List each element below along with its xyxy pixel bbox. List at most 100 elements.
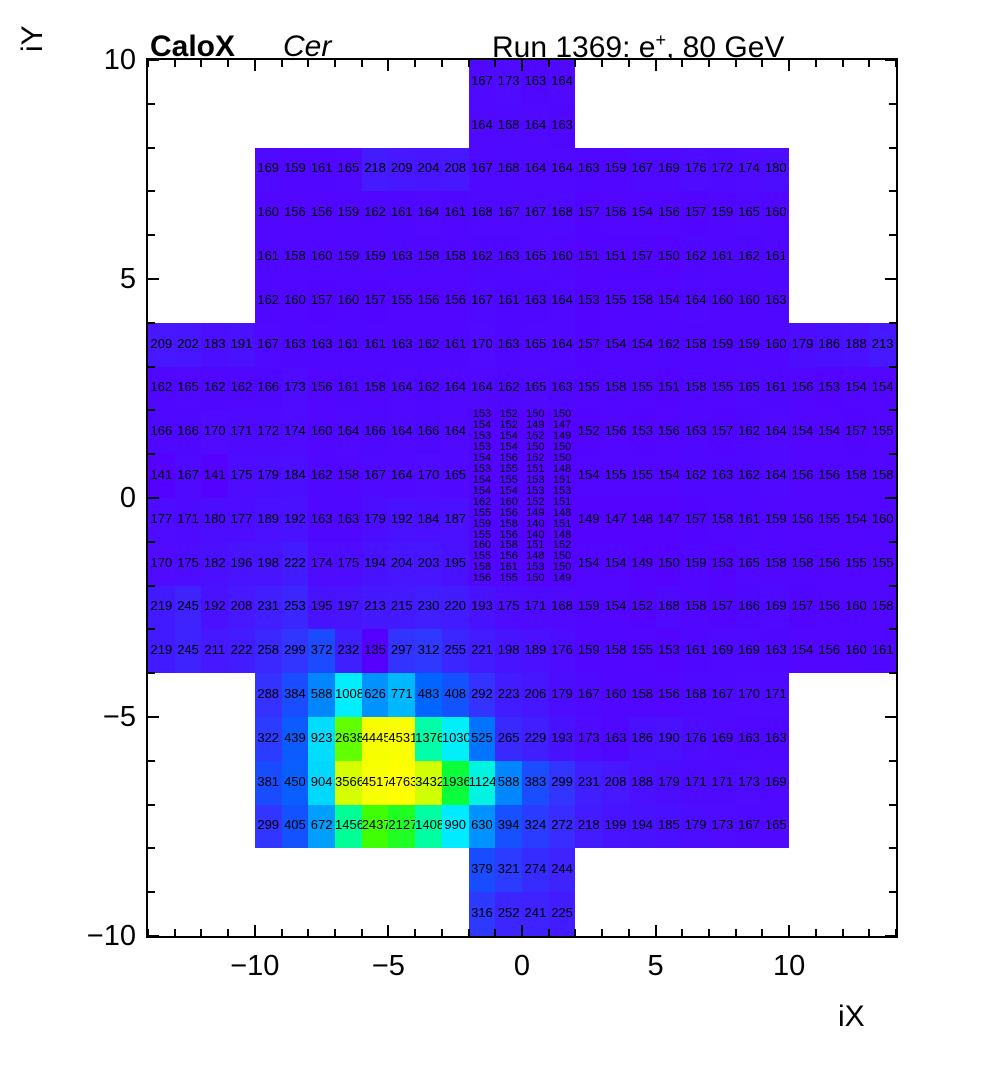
heatmap-cell	[228, 366, 255, 411]
heatmap-cell	[762, 498, 790, 542]
heatmap-cell	[254, 585, 282, 630]
axis-tick	[521, 925, 523, 936]
y-tick-label: 5	[119, 263, 136, 295]
heatmap-cell	[548, 476, 576, 488]
heatmap-cell	[548, 366, 576, 411]
heatmap-cell	[735, 498, 763, 542]
heatmap-cell	[869, 629, 896, 674]
heatmap-cell	[441, 410, 469, 455]
heatmap-cell	[441, 147, 469, 192]
heatmap-cell	[522, 892, 549, 936]
axis-tick	[889, 190, 896, 193]
heatmap-cell	[174, 322, 202, 367]
heatmap-cell	[548, 103, 576, 148]
axis-tick	[414, 929, 417, 936]
heatmap-cell	[468, 465, 496, 477]
heatmap-cell	[789, 585, 816, 630]
heatmap-cell	[522, 432, 549, 444]
heatmap-cell	[254, 673, 282, 717]
heatmap-cell	[361, 191, 389, 236]
axis-tick	[440, 929, 443, 936]
axis-tick	[885, 497, 896, 499]
heatmap-cell	[415, 629, 442, 674]
heatmap-cell	[148, 454, 175, 498]
heatmap-cell	[335, 147, 362, 192]
heatmap-cell	[762, 454, 790, 498]
heatmap-cell	[468, 717, 496, 761]
heatmap-cell	[709, 498, 736, 542]
heatmap-cell	[709, 279, 736, 323]
heatmap-cell	[254, 191, 282, 236]
heatmap-cell	[869, 366, 896, 411]
heatmap-cell	[655, 454, 683, 498]
heatmap-cell	[415, 191, 442, 236]
heatmap-cell	[468, 804, 496, 849]
axis-tick	[889, 803, 896, 806]
heatmap-cell	[468, 585, 496, 630]
heatmap-cell	[682, 673, 709, 717]
axis-tick	[708, 60, 710, 67]
plot-frame: 167 173 163 164 164 168 164 163 169 159 161 165 218 2…	[146, 58, 898, 938]
heatmap-cell	[628, 629, 656, 674]
heatmap-cell	[548, 498, 576, 509]
axis-tick	[814, 929, 817, 936]
heatmap-cell	[548, 530, 576, 542]
heatmap-cell	[628, 541, 656, 586]
y-tick-label: −5	[102, 701, 136, 733]
axis-tick	[148, 672, 155, 675]
heatmap-cell	[254, 366, 282, 411]
axis-tick	[627, 60, 630, 67]
axis-tick	[734, 60, 737, 67]
heatmap-cell	[335, 279, 362, 323]
heatmap-cell	[815, 541, 843, 586]
heatmap-cell	[308, 147, 335, 192]
heatmap-cell	[762, 410, 790, 455]
heatmap-cell	[308, 191, 335, 236]
heatmap-cell	[762, 804, 790, 849]
heatmap-cell	[709, 629, 736, 674]
axis-tick	[467, 60, 470, 67]
heatmap-cell	[682, 541, 709, 586]
heatmap-cell	[735, 366, 763, 411]
heatmap-cell	[388, 235, 416, 279]
heatmap-cell	[415, 717, 442, 761]
heatmap-cell	[415, 454, 442, 498]
heatmap-cell	[762, 673, 790, 717]
heatmap-cell	[495, 465, 522, 477]
heatmap-cell	[682, 366, 709, 411]
axis-tick	[147, 929, 149, 936]
heatmap-cell	[548, 147, 576, 192]
heatmap-cell	[148, 410, 175, 455]
heatmap-cell	[361, 235, 389, 279]
axis-tick	[307, 929, 310, 936]
heatmap-cell	[361, 498, 389, 542]
heatmap-cell	[735, 322, 763, 367]
axis-tick	[708, 929, 710, 936]
heatmap-cell	[575, 717, 603, 761]
heatmap-cell	[148, 541, 175, 586]
heatmap-cell	[869, 454, 896, 498]
heatmap-cell	[548, 465, 576, 477]
heatmap-cell	[709, 804, 736, 849]
axis-tick	[494, 60, 497, 67]
heatmap-cell	[735, 541, 763, 586]
heatmap-cell	[842, 366, 870, 411]
heatmap-cell	[361, 147, 389, 192]
heatmap-cell	[468, 574, 496, 586]
heatmap-cell	[548, 717, 576, 761]
heatmap-cell	[575, 454, 603, 498]
heatmap-cell	[495, 530, 522, 542]
x-tick-label: −10	[230, 950, 280, 982]
heatmap-cell	[575, 235, 603, 279]
axis-tick	[889, 628, 896, 631]
heatmap-cell	[682, 322, 709, 367]
heatmap-cell	[441, 366, 469, 411]
heatmap-cell	[575, 191, 603, 236]
heatmap-cell	[468, 848, 496, 893]
heatmap-cell	[655, 629, 683, 674]
heatmap-cell	[415, 279, 442, 323]
heatmap-cell	[762, 279, 790, 323]
heatmap-cell	[655, 717, 683, 761]
heatmap-cell	[468, 147, 496, 192]
heatmap-cell	[495, 552, 522, 564]
